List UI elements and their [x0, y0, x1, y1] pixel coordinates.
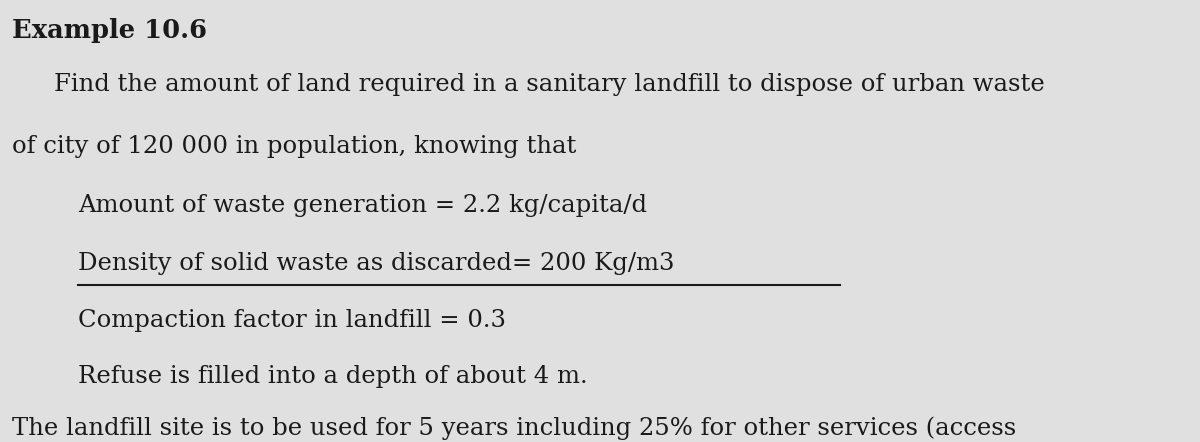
- Text: Density of solid waste as discarded= 200 Kg/m3: Density of solid waste as discarded= 200…: [78, 252, 674, 275]
- Text: of city of 120 000 in population, knowing that: of city of 120 000 in population, knowin…: [12, 135, 576, 158]
- Text: Example 10.6: Example 10.6: [12, 18, 208, 43]
- Text: The landfill site is to be used for 5 years including 25% for other services (ac: The landfill site is to be used for 5 ye…: [12, 416, 1016, 440]
- Text: Compaction factor in landfill = 0.3: Compaction factor in landfill = 0.3: [78, 309, 506, 332]
- Text: Refuse is filled into a depth of about 4 m.: Refuse is filled into a depth of about 4…: [78, 365, 588, 388]
- Text: Find the amount of land required in a sanitary landfill to dispose of urban wast: Find the amount of land required in a sa…: [54, 73, 1045, 96]
- Text: Amount of waste generation = 2.2 kg/capita/d: Amount of waste generation = 2.2 kg/capi…: [78, 194, 647, 217]
